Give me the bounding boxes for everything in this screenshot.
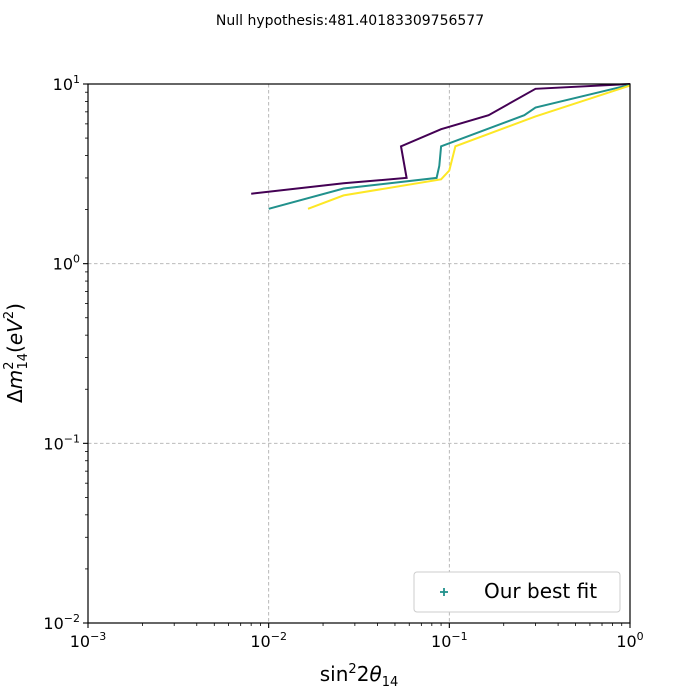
y-tick-label: 10−1 bbox=[43, 432, 80, 453]
y-axis-label: Δm214(eV2) bbox=[2, 303, 31, 403]
legend-box bbox=[413, 571, 621, 613]
legend: Our best fit bbox=[413, 571, 621, 613]
series-line-1 bbox=[251, 83, 631, 195]
y-tick-label: 101 bbox=[53, 73, 80, 94]
x-tick-label: 10−2 bbox=[250, 630, 287, 651]
legend-label: Our best fit bbox=[484, 579, 597, 603]
series-line-2 bbox=[268, 83, 631, 210]
series-layer bbox=[251, 83, 631, 210]
chart-title: Null hypothesis:481.40183309756577 bbox=[216, 13, 484, 29]
legend-marker-plus bbox=[440, 588, 448, 596]
grid bbox=[88, 84, 630, 623]
x-tick-label: 100 bbox=[616, 630, 643, 651]
y-tick-label: 100 bbox=[53, 253, 80, 274]
x-axis-label: sin22θ14 bbox=[320, 662, 398, 690]
plot-frame bbox=[87, 83, 631, 624]
y-tick-label: 10−2 bbox=[43, 612, 80, 633]
x-tick-label: 10−1 bbox=[431, 630, 468, 651]
series-line-3 bbox=[307, 84, 631, 210]
x-tick-label: 10−3 bbox=[70, 630, 107, 651]
